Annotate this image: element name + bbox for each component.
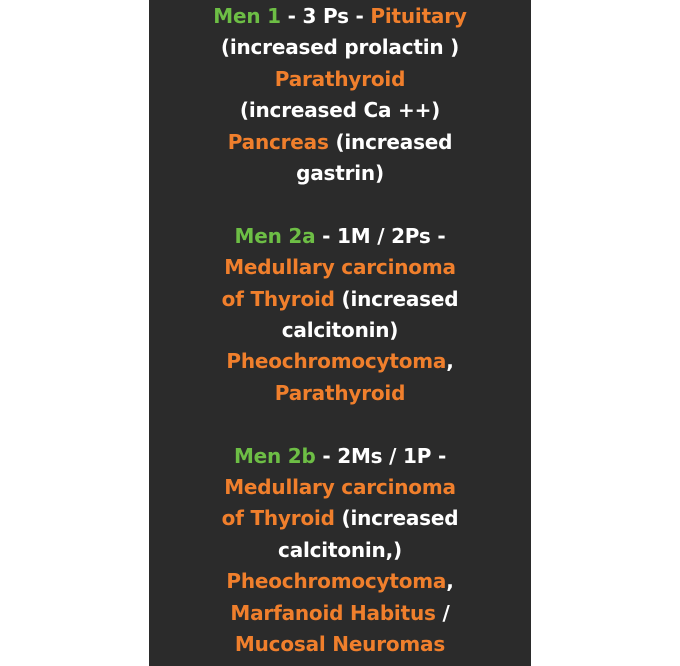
note-line: Men 1 - 3 Ps - Pituitary <box>149 1 531 32</box>
men-1-block: Men 1 - 3 Ps - Pituitary (increased prola… <box>149 1 531 189</box>
note-text: , <box>446 349 454 374</box>
note-line: Men 2a - 1M / 2Ps - <box>149 221 531 252</box>
highlight-term: of Thyroid <box>221 506 335 531</box>
highlight-term: Mucosal Neuromas <box>234 632 446 657</box>
note-text: (increased Ca ++) <box>239 98 441 123</box>
note-line: calcitonin,) <box>149 535 531 566</box>
note-text: calcitonin,) <box>278 537 402 562</box>
block-spacer <box>149 189 531 220</box>
highlight-term: Marfanoid Habitus <box>230 600 436 625</box>
note-text: - 1M / 2Ps - <box>315 223 446 248</box>
note-text: - 3 Ps - <box>280 4 371 28</box>
note-text: gastrin) <box>296 161 384 186</box>
note-text: - 2Ms / 1P - <box>315 443 447 468</box>
note-line: of Thyroid (increased <box>149 503 531 534</box>
men-2a-block: Men 2a - 1M / 2Ps - Medullary carcinoma of… <box>149 221 531 409</box>
men-syndromes-note: Men 1 - 3 Ps - Pituitary (increased prola… <box>149 0 531 661</box>
highlight-term: Parathyroid <box>274 66 406 91</box>
note-line: Pheochromocytoma, <box>149 566 531 597</box>
highlight-term: Medullary carcinoma <box>224 255 456 280</box>
note-text: calcitonin) <box>281 318 399 343</box>
note-line: Parathyroid <box>149 64 531 95</box>
note-line: Mucosal Neuromas <box>149 629 531 660</box>
note-line: Pheochromocytoma, <box>149 346 531 377</box>
note-line: Medullary carcinoma <box>149 252 531 283</box>
highlight-term: Pheochromocytoma <box>226 349 447 374</box>
note-line: of Thyroid (increased <box>149 284 531 315</box>
note-line: Parathyroid <box>149 378 531 409</box>
syndrome-heading: Men 2b <box>233 443 316 468</box>
note-text: (increased <box>334 286 459 311</box>
note-line: Pancreas (increased <box>149 127 531 158</box>
note-text: (increased <box>328 129 453 154</box>
note-text: (increased <box>334 506 459 531</box>
block-spacer <box>149 409 531 440</box>
highlight-term: Pheochromocytoma <box>226 569 447 594</box>
note-text: , <box>446 569 454 594</box>
highlight-term: Pituitary <box>370 4 467 28</box>
note-text: / <box>435 600 450 625</box>
note-line: (increased prolactin ) <box>149 32 531 63</box>
note-text: (increased prolactin ) <box>220 35 460 60</box>
note-line: Marfanoid Habitus / <box>149 598 531 629</box>
note-line: gastrin) <box>149 158 531 189</box>
highlight-term: Pancreas <box>227 129 329 154</box>
men-2b-block: Men 2b - 2Ms / 1P - Medullary carcinoma of… <box>149 441 531 661</box>
highlight-term: Parathyroid <box>274 380 406 405</box>
syndrome-heading: Men 1 <box>213 4 281 28</box>
note-line: calcitonin) <box>149 315 531 346</box>
note-line: (increased Ca ++) <box>149 95 531 126</box>
highlight-term: Medullary carcinoma <box>224 475 456 500</box>
note-panel: Men 1 - 3 Ps - Pituitary (increased prola… <box>149 0 531 666</box>
note-line: Men 2b - 2Ms / 1P - <box>149 441 531 472</box>
note-line: Medullary carcinoma <box>149 472 531 503</box>
highlight-term: of Thyroid <box>221 286 335 311</box>
syndrome-heading: Men 2a <box>234 223 316 248</box>
